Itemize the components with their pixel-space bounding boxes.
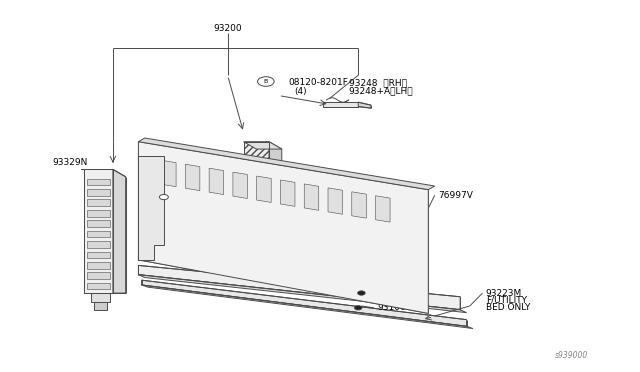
Polygon shape: [323, 102, 358, 107]
Polygon shape: [358, 102, 371, 108]
Text: s939000: s939000: [555, 351, 588, 360]
Polygon shape: [88, 231, 109, 237]
Polygon shape: [141, 280, 467, 326]
Polygon shape: [88, 189, 109, 196]
Polygon shape: [233, 172, 248, 199]
Polygon shape: [88, 199, 109, 206]
Polygon shape: [280, 180, 295, 206]
Polygon shape: [376, 196, 390, 222]
Polygon shape: [88, 179, 109, 185]
Polygon shape: [91, 293, 109, 302]
Polygon shape: [138, 138, 435, 190]
Polygon shape: [88, 272, 109, 279]
Text: 93248  〈RH〉: 93248 〈RH〉: [349, 78, 406, 87]
Polygon shape: [161, 160, 176, 187]
Polygon shape: [186, 164, 200, 190]
Polygon shape: [257, 176, 271, 202]
Text: 93328N: 93328N: [212, 159, 247, 169]
Polygon shape: [244, 142, 269, 230]
Text: 93125C: 93125C: [381, 291, 415, 299]
Polygon shape: [113, 169, 125, 293]
Text: BED ONLY: BED ONLY: [486, 303, 530, 312]
Polygon shape: [138, 157, 164, 260]
Polygon shape: [88, 241, 109, 248]
Text: 93248+A〈LH〉: 93248+A〈LH〉: [349, 87, 413, 96]
Text: F/UTILITY: F/UTILITY: [486, 296, 527, 305]
Text: 93200: 93200: [213, 24, 242, 33]
Circle shape: [358, 291, 365, 295]
Polygon shape: [246, 230, 278, 245]
Polygon shape: [138, 275, 467, 312]
Polygon shape: [352, 192, 366, 218]
Polygon shape: [138, 265, 460, 310]
Polygon shape: [209, 168, 223, 195]
Circle shape: [257, 77, 274, 86]
Polygon shape: [94, 302, 106, 310]
Text: 93223M: 93223M: [486, 289, 522, 298]
Polygon shape: [88, 210, 109, 217]
Polygon shape: [244, 142, 282, 149]
Circle shape: [159, 195, 168, 200]
Text: 76997V: 76997V: [438, 191, 473, 200]
Polygon shape: [88, 220, 109, 227]
Polygon shape: [269, 142, 282, 238]
Circle shape: [355, 305, 362, 310]
Polygon shape: [328, 188, 342, 214]
Polygon shape: [141, 285, 473, 328]
Polygon shape: [88, 283, 109, 289]
Polygon shape: [88, 251, 109, 258]
Text: 08120-8201F: 08120-8201F: [288, 78, 348, 87]
Polygon shape: [88, 262, 109, 269]
Text: B: B: [264, 79, 268, 84]
Polygon shape: [84, 169, 113, 293]
Text: 93100P: 93100P: [378, 303, 412, 312]
Polygon shape: [304, 184, 319, 210]
Text: 93329N: 93329N: [52, 157, 88, 167]
Polygon shape: [138, 142, 428, 313]
Text: (4): (4): [294, 87, 307, 96]
